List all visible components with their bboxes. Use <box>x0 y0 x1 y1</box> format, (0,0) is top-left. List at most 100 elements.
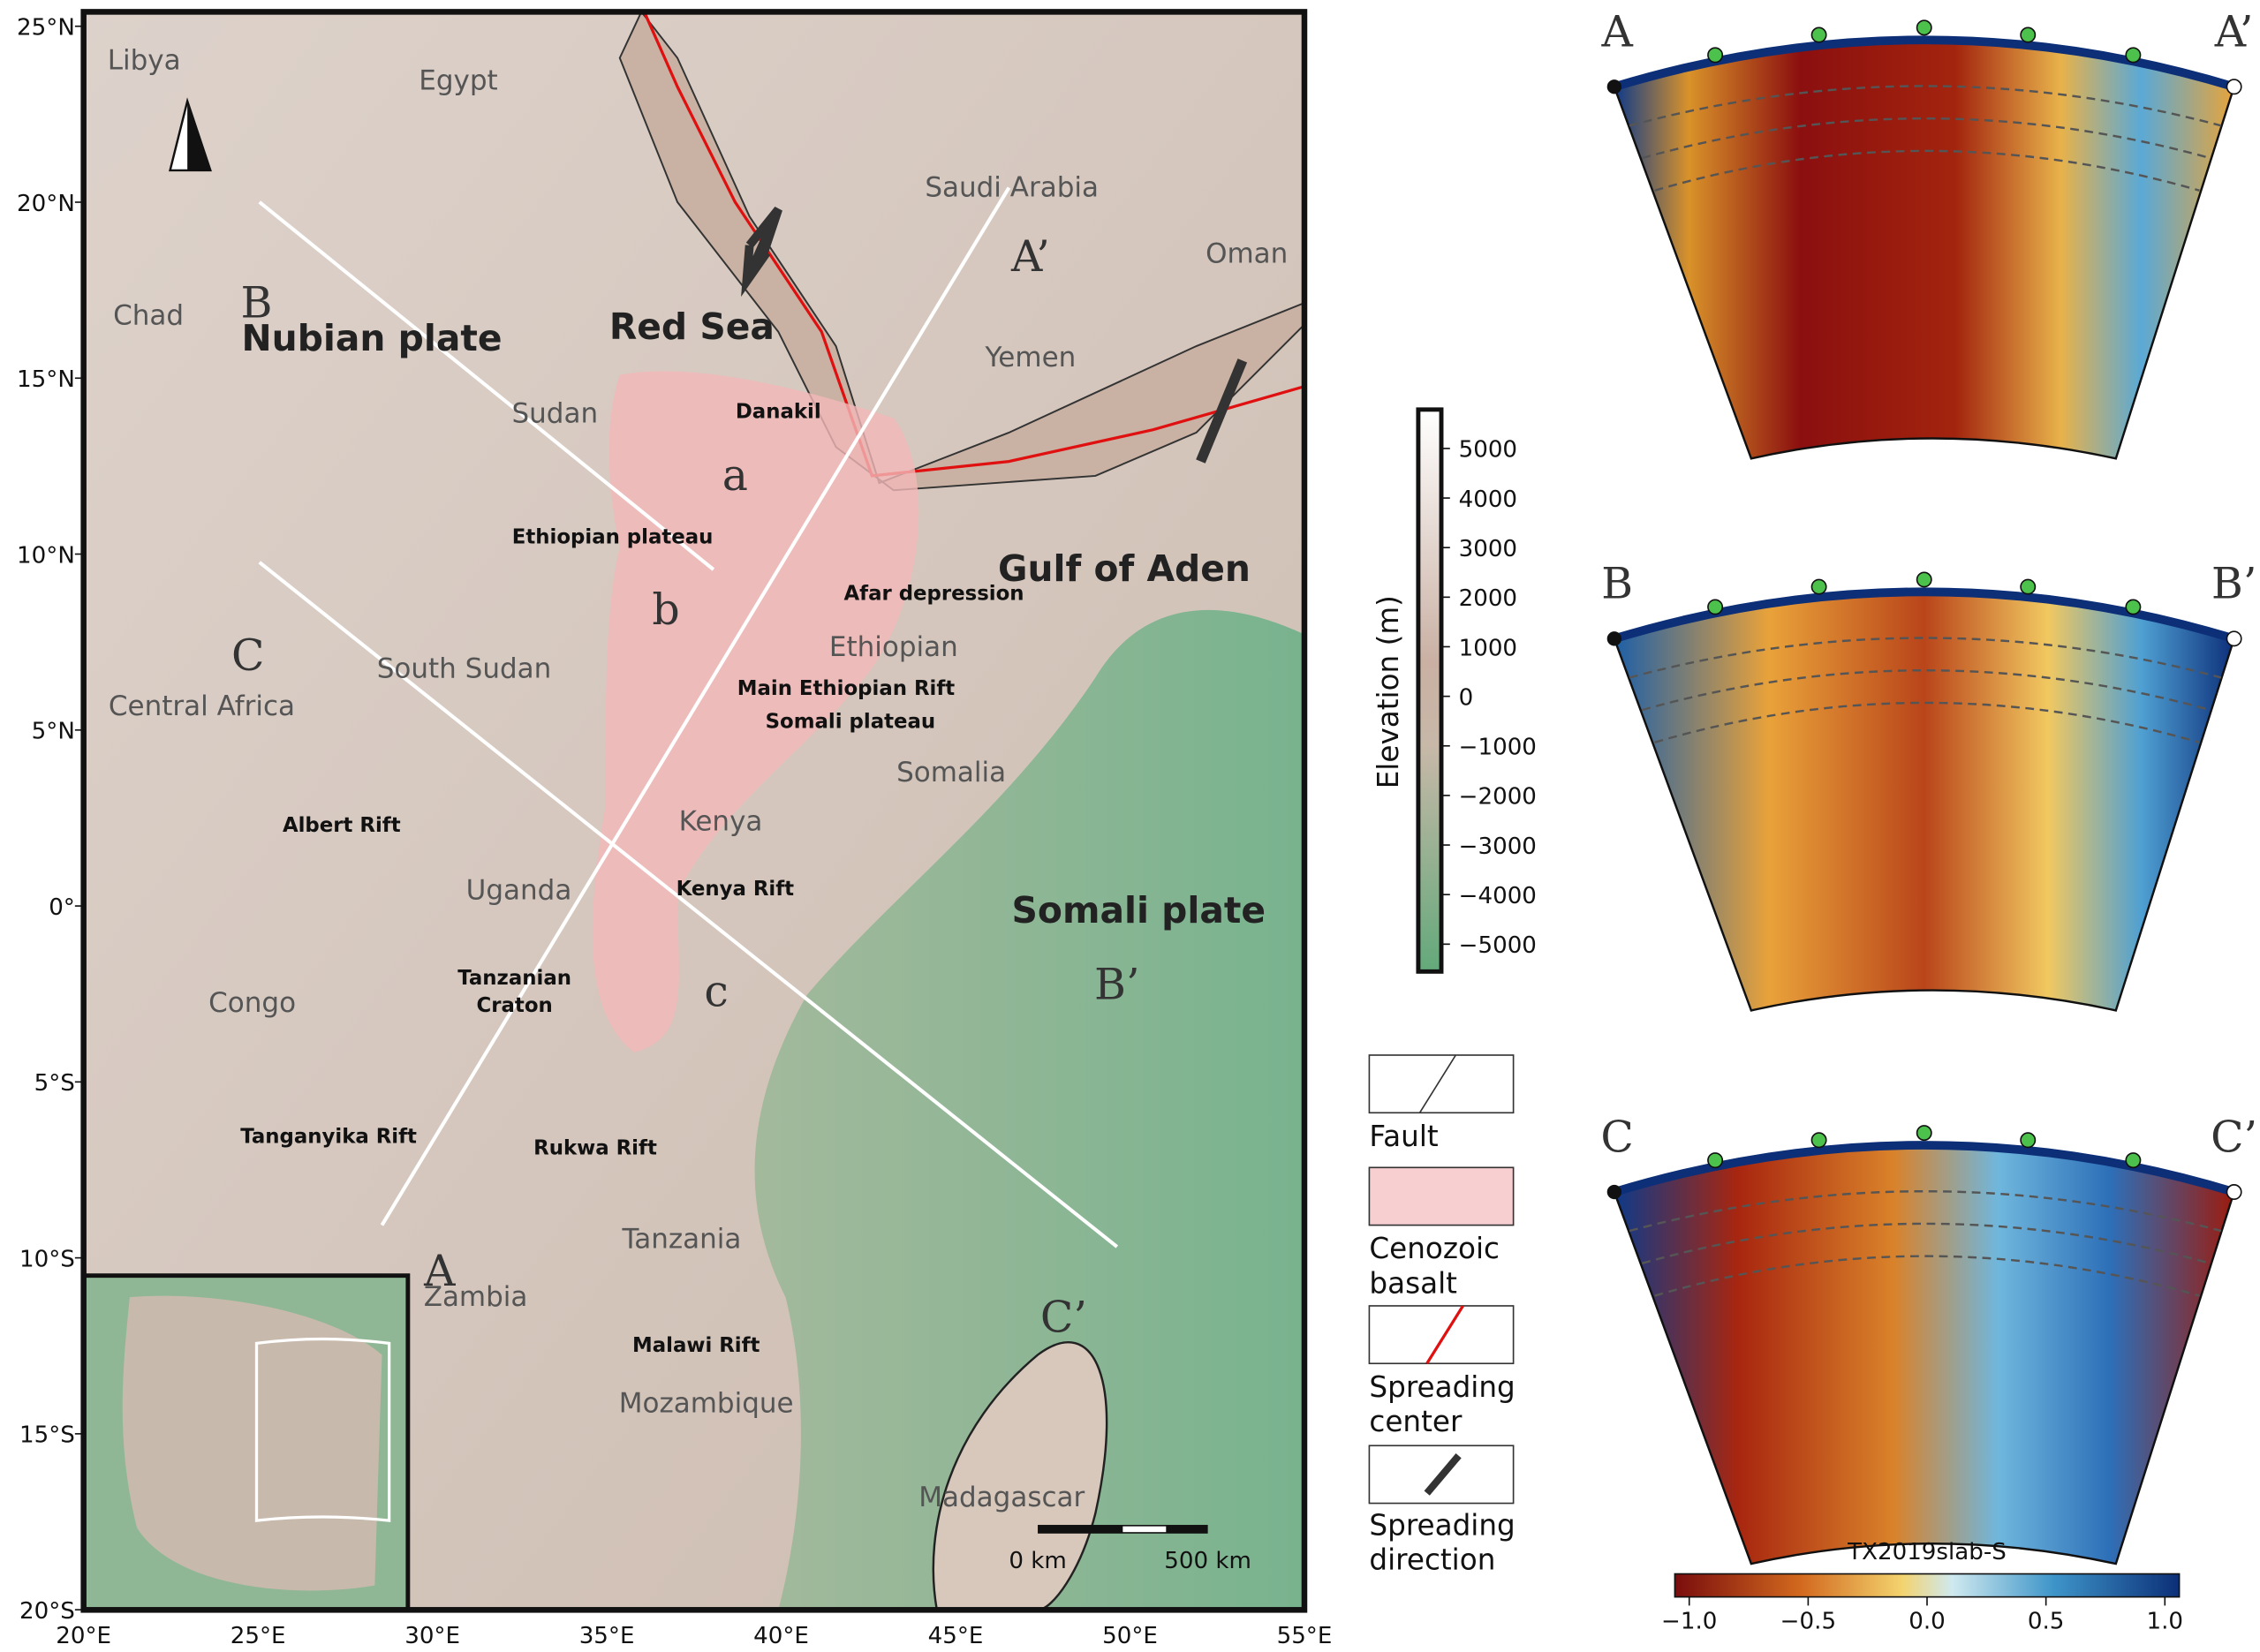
velocity-tick-label: −0.5 <box>1780 1609 1836 1635</box>
map <box>80 9 1308 1613</box>
elevation-tick-label: −4000 <box>1459 883 1537 909</box>
station <box>1707 1152 1724 1169</box>
profile-label: B <box>241 277 273 328</box>
section-end-label: A’ <box>2214 7 2254 57</box>
country-label: Congo <box>208 987 296 1019</box>
legend-symbol <box>1418 1054 1457 1113</box>
country-label: Uganda <box>466 875 572 907</box>
legend-boxes <box>1368 1054 1515 1505</box>
lat-tick-label: 0° <box>49 894 75 921</box>
madagascar <box>932 1341 1108 1611</box>
station <box>1916 571 1932 588</box>
lon-tick-label: 25°E <box>231 1623 286 1649</box>
feature-label: Tanganyika Rift <box>240 1126 417 1149</box>
elevation-tick-label: −5000 <box>1459 932 1537 959</box>
station <box>1707 599 1724 615</box>
section-start-label: A <box>1600 7 1633 57</box>
country-label: Yemen <box>984 342 1076 373</box>
profile-label: a <box>722 450 748 501</box>
section-start <box>1606 631 1622 646</box>
plate-label: Somali plate <box>1012 889 1266 932</box>
lat-tick-label: 20°S <box>19 1598 75 1625</box>
profile-label: b <box>652 585 679 635</box>
velocity-tick-label: 0.0 <box>1909 1609 1946 1635</box>
section-end-label: B’ <box>2211 559 2257 609</box>
label-line: Cenozoic <box>1369 1232 1500 1265</box>
country-label: Central Africa <box>109 690 295 722</box>
legend-box <box>1368 1054 1515 1114</box>
section-wedge <box>1613 1143 2236 1565</box>
section-depth-line <box>1654 149 2200 192</box>
section-depth-line <box>1654 701 2200 744</box>
country-label: Madagascar <box>918 1482 1085 1513</box>
lon-tick-label: 20°E <box>56 1623 111 1649</box>
country-label: Mozambique <box>619 1388 794 1420</box>
inset-frame <box>254 1337 391 1522</box>
station <box>2125 599 2142 615</box>
section-start <box>1606 79 1622 94</box>
country-label: Egypt <box>419 65 497 97</box>
lat-tick-label: 10°N <box>17 542 75 569</box>
lon-tick-label: 40°E <box>753 1623 809 1649</box>
label-line: basalt <box>1369 1266 1457 1300</box>
feature-label: Albert Rift <box>283 814 401 837</box>
scale-label: 500 km <box>1164 1548 1251 1574</box>
profile-label: c <box>704 967 728 1017</box>
label-line: Tanzanian <box>457 967 571 990</box>
velocity-tick-label: −1.0 <box>1661 1609 1717 1635</box>
elevation-tick-label: −3000 <box>1459 834 1537 860</box>
profiles <box>258 186 1119 1248</box>
spreading-arrow <box>741 206 782 298</box>
lat-tick-label: 10°S <box>19 1246 75 1272</box>
country-label: Libya <box>108 45 181 77</box>
elevation-tick-label: 3000 <box>1459 536 1517 562</box>
lon-tick-label: 50°E <box>1102 1623 1158 1649</box>
label-line: Craton <box>476 994 552 1017</box>
scale-bar <box>1038 1525 1208 1534</box>
section-depth-line <box>1641 117 2211 160</box>
elevation-title: Elevation (m) <box>1372 595 1405 788</box>
legend-box <box>1368 1166 1515 1226</box>
section-top <box>1613 1141 2236 1196</box>
cenozoic-basalt <box>592 371 919 1052</box>
section-top <box>1613 587 2236 644</box>
section-depth-line <box>1641 669 2211 712</box>
north-arrow <box>187 101 211 170</box>
station <box>1916 1125 1932 1142</box>
scale-bar <box>1122 1526 1167 1533</box>
country-label: Saudi Arabia <box>925 171 1099 203</box>
sections: A A’ B B’ C C’ <box>1600 7 2257 1565</box>
section-depth-line <box>1641 1222 2211 1264</box>
country-label: Kenya <box>679 805 763 837</box>
feature-label: Malawi Rift <box>632 1334 760 1357</box>
section-start-label: B <box>1601 559 1633 609</box>
station <box>2125 1152 2142 1169</box>
lat-tick-label: 5°S <box>34 1070 75 1097</box>
velocity-colorbar <box>1674 1573 2181 1598</box>
section-end-label: C’ <box>2211 1112 2257 1162</box>
profile-label: C <box>231 630 264 681</box>
label-line: Spreading <box>1369 1508 1515 1542</box>
legend-symbol <box>1425 1305 1464 1365</box>
ocean <box>754 609 1304 1611</box>
country-label: South Sudan <box>377 653 552 684</box>
country-label: Oman <box>1206 238 1288 269</box>
elevation-tick-label: 4000 <box>1459 487 1517 513</box>
section-top <box>1613 35 2236 91</box>
station <box>2020 26 2037 43</box>
legend-box <box>1368 1305 1515 1365</box>
section-end <box>2226 630 2242 647</box>
velocity-tick-label: 1.0 <box>2147 1609 2184 1635</box>
elevation-tick-label: −2000 <box>1459 784 1537 811</box>
feature-label: Kenya Rift <box>676 878 795 901</box>
station <box>2020 578 2037 595</box>
scale-label: 0 km <box>1009 1548 1066 1574</box>
lon-tick-label: 45°E <box>928 1623 984 1649</box>
plate-label: Red Sea <box>609 306 775 348</box>
profile-line <box>258 200 715 571</box>
elevation-colorbar <box>1416 407 1444 974</box>
section-wedge <box>1613 39 2236 460</box>
section-start-label: C <box>1600 1112 1633 1162</box>
